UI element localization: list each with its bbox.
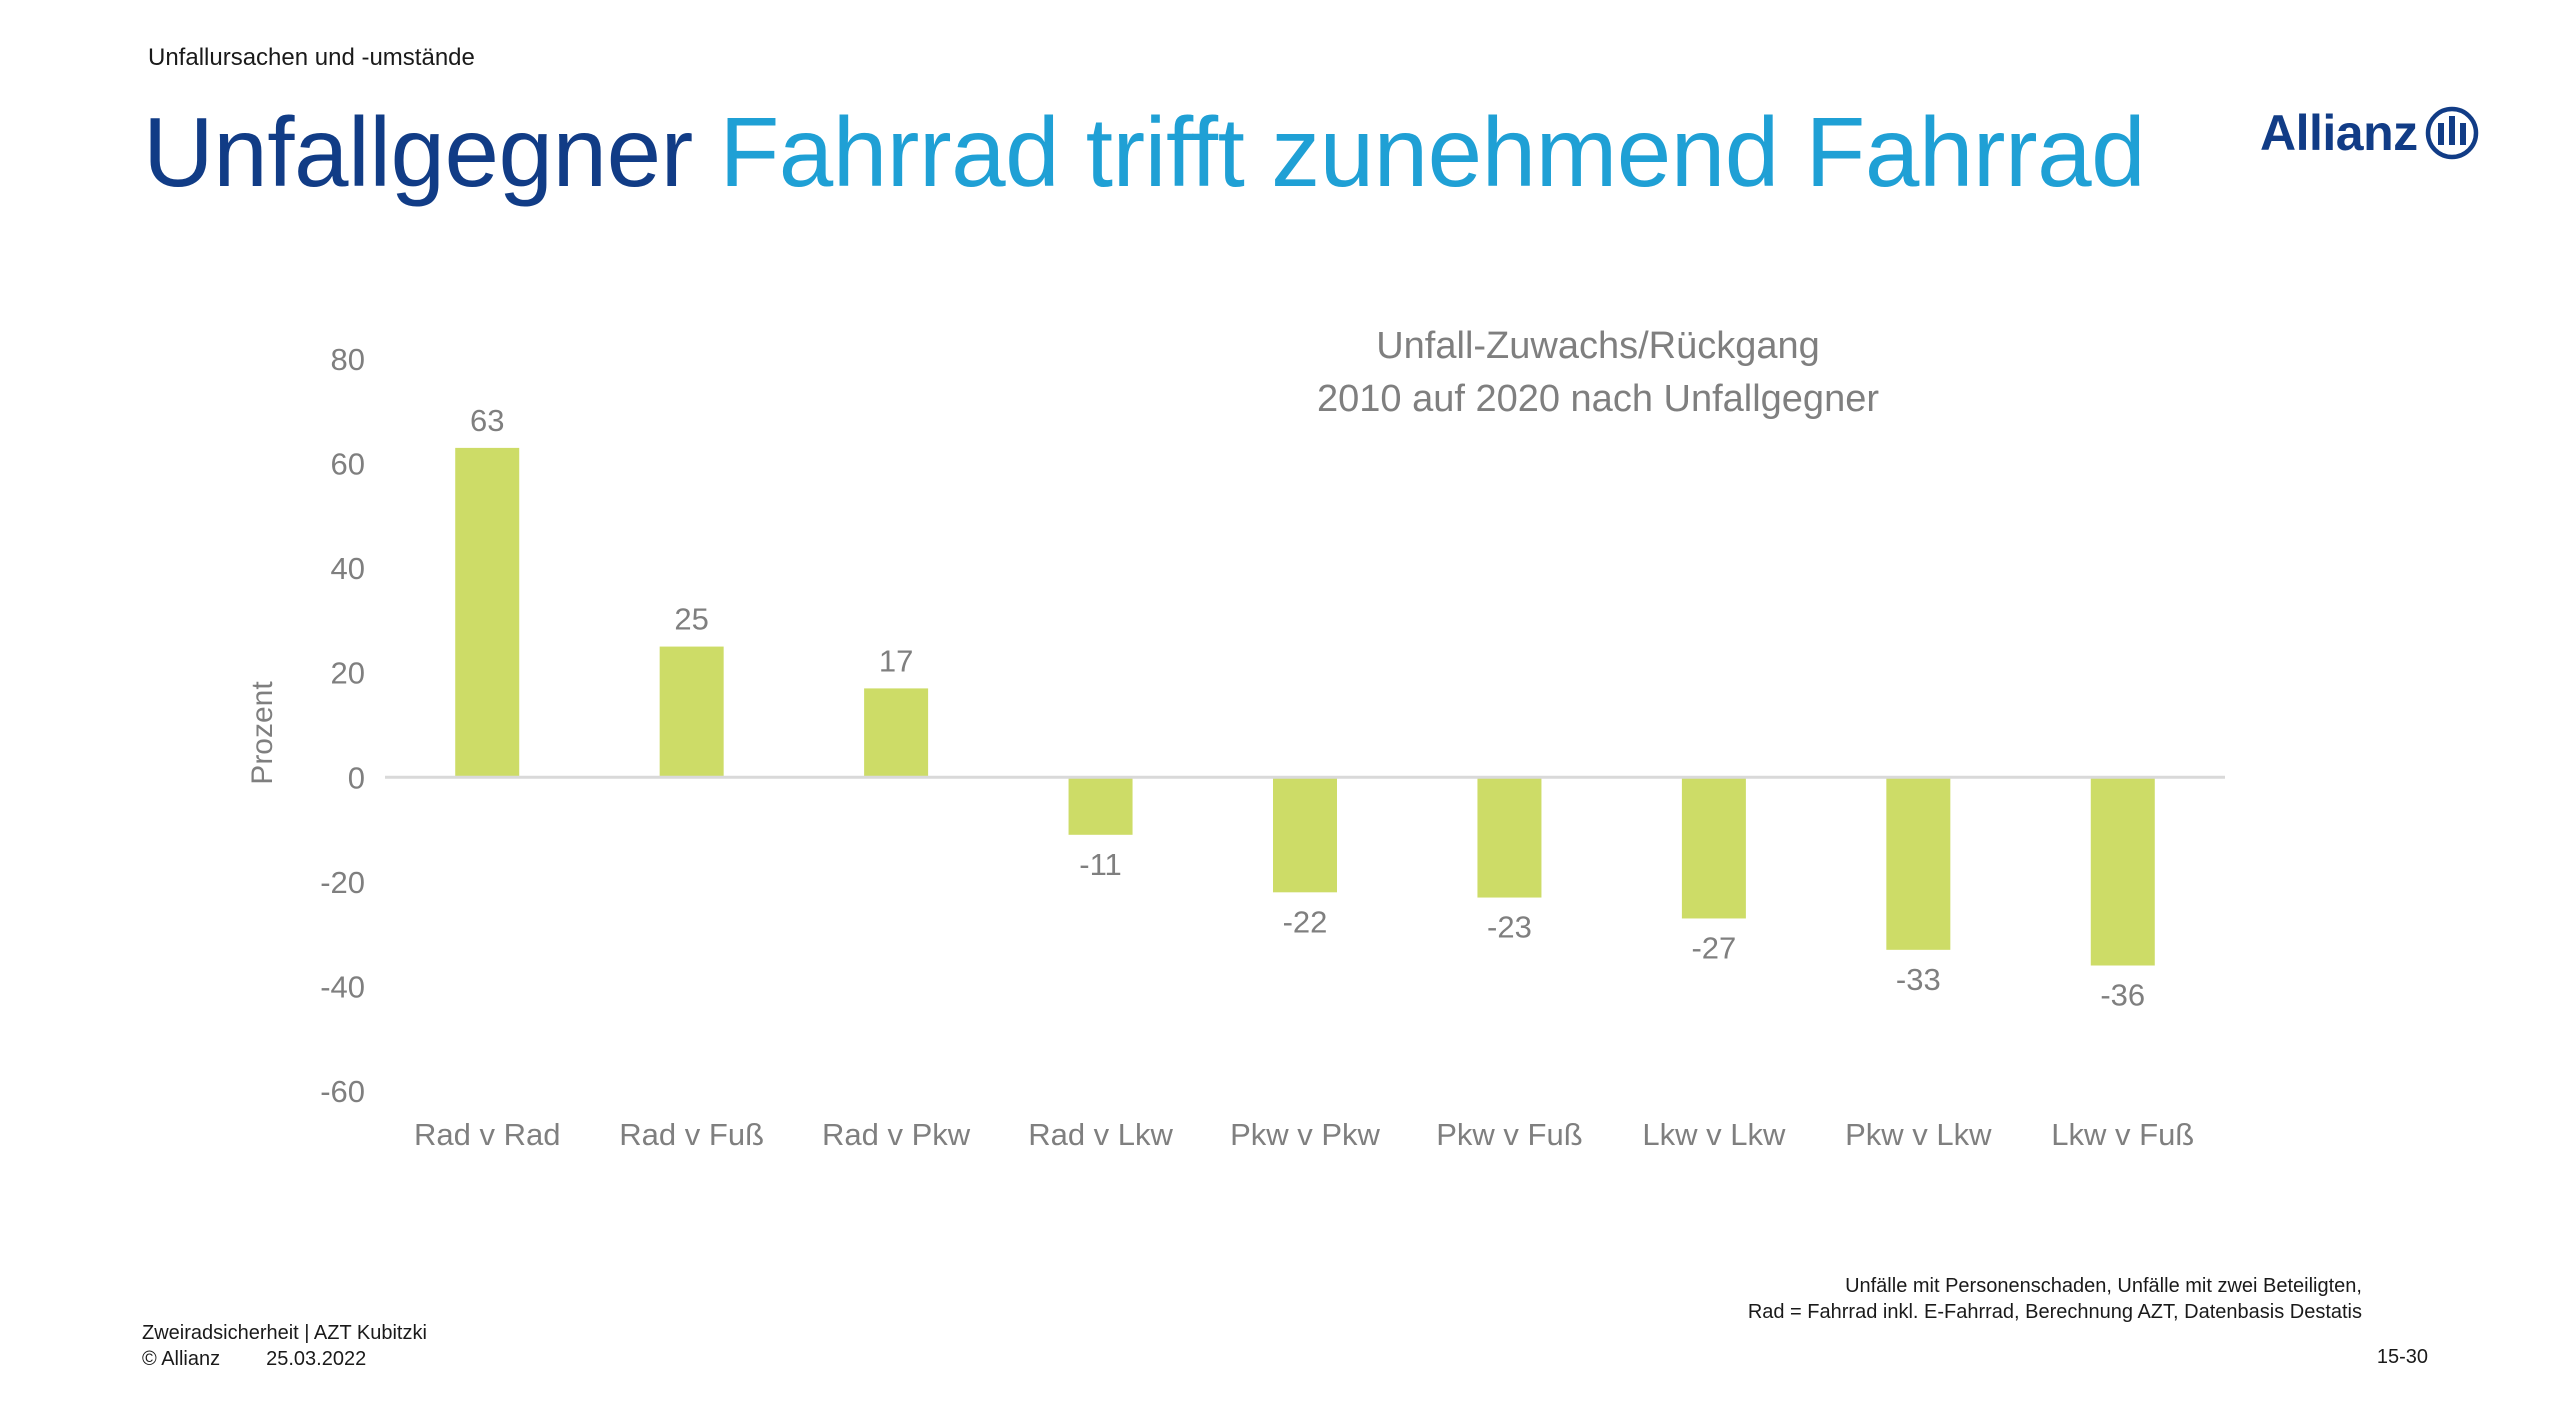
y-tick-label: 20 bbox=[331, 656, 365, 691]
y-tick-label: -60 bbox=[320, 1074, 365, 1109]
x-tick-label: Pkw v Lkw bbox=[1845, 1117, 1992, 1152]
allianz-logo: Allianz bbox=[2260, 100, 2480, 166]
data-label: -36 bbox=[2100, 978, 2145, 1013]
bar bbox=[1681, 777, 1746, 919]
data-label: 63 bbox=[470, 403, 504, 438]
data-label: -22 bbox=[1283, 904, 1328, 939]
x-tick-label: Rad v Lkw bbox=[1028, 1117, 1173, 1152]
data-label: 17 bbox=[879, 643, 913, 678]
bar bbox=[659, 646, 724, 778]
y-tick-label: 80 bbox=[331, 342, 365, 377]
x-tick-label: Lkw v Lkw bbox=[1642, 1117, 1786, 1152]
bar bbox=[455, 447, 520, 778]
bar bbox=[2090, 777, 2155, 966]
footnote-line-2: Rad = Fahrrad inkl. E-Fahrrad, Berechnun… bbox=[1747, 1301, 2362, 1323]
x-tick-label: Pkw v Fuß bbox=[1436, 1117, 1582, 1152]
y-axis-label: Prozent bbox=[246, 681, 279, 785]
y-tick-label: -20 bbox=[320, 865, 365, 900]
bar bbox=[1068, 777, 1133, 835]
x-tick-label: Rad v Fuß bbox=[619, 1117, 764, 1152]
headline-dark-part: Unfallgegner bbox=[143, 97, 693, 207]
x-tick-label: Lkw v Fuß bbox=[2051, 1117, 2194, 1152]
allianz-eagle-icon bbox=[2425, 106, 2478, 160]
x-axis: Rad v Rad Rad v Fuß Rad v Pkw Rad v Lkw Pkw … bbox=[414, 1117, 2194, 1152]
x-tick-label: Pkw v Pkw bbox=[1230, 1117, 1380, 1152]
y-tick-label: -40 bbox=[320, 969, 365, 1004]
bar bbox=[1477, 777, 1542, 898]
data-label: -23 bbox=[1487, 910, 1532, 945]
y-tick-label: 0 bbox=[348, 760, 365, 795]
chart-title: Unfall-Zuwachs/Rückgang bbox=[1376, 325, 1820, 367]
footer: Zweiradsicherheit | AZT Kubitzki © Allia… bbox=[142, 1320, 427, 1372]
page-number: 15-30 bbox=[2376, 1346, 2428, 1368]
data-label: -11 bbox=[1079, 847, 1122, 882]
bar bbox=[1273, 777, 1337, 893]
data-label: -33 bbox=[1896, 962, 1941, 997]
footnote-line-1: Unfälle mit Personenschaden, Unfälle mit… bbox=[1845, 1275, 2362, 1297]
x-tick-label: Rad v Rad bbox=[414, 1117, 560, 1152]
data-label: 25 bbox=[674, 602, 708, 637]
logo-text: Allianz bbox=[2260, 105, 2418, 161]
footer-date: 25.03.2022 bbox=[266, 1348, 367, 1370]
data-labels: 63 25 17 -11 -22 -23 -27 -33 -36 bbox=[470, 403, 2145, 1013]
y-tick-label: 40 bbox=[331, 551, 365, 586]
chart-subtitle: 2010 auf 2020 nach Unfallgegner bbox=[1317, 378, 1879, 420]
footer-copyright: © Allianz bbox=[142, 1348, 221, 1370]
footer-title: Zweiradsicherheit | AZT Kubitzki bbox=[142, 1322, 427, 1344]
data-label: -27 bbox=[1691, 930, 1736, 965]
x-tick-label: Rad v Pkw bbox=[822, 1117, 971, 1152]
y-axis: 80 60 40 20 0 -20 -40 -60 bbox=[320, 342, 365, 1109]
headline-light-part: Fahrrad trifft zunehmend Fahrrad bbox=[719, 97, 2146, 207]
section-label: Unfallursachen und -umstände bbox=[148, 44, 475, 71]
bar bbox=[1886, 777, 1951, 950]
footer-meta: © Allianz 25.03.2022 bbox=[142, 1346, 427, 1372]
slide-headline: Unfallgegner Fahrrad trifft zunehmend Fa… bbox=[143, 92, 2146, 212]
y-tick-label: 60 bbox=[331, 447, 365, 482]
bar bbox=[864, 688, 929, 778]
chart-footnote: Unfälle mit Personenschaden, Unfälle mit… bbox=[1462, 1273, 2362, 1325]
bar-series bbox=[455, 447, 2155, 966]
